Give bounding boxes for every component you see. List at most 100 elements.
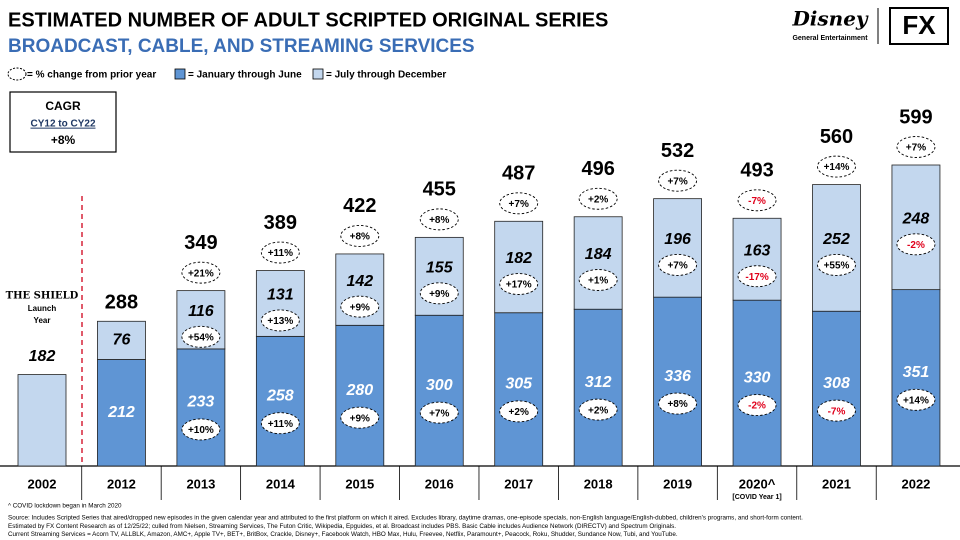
- change-bubble: [260, 241, 300, 264]
- chart-subtitle: BROADCAST, CABLE, AND STREAMING SERVICES: [8, 36, 475, 57]
- change-bubble: [419, 208, 459, 231]
- segment-label: 196: [664, 231, 691, 248]
- cagr-period: CY12 to CY22: [30, 119, 95, 130]
- change-bubble: [658, 392, 698, 415]
- annotation-line: Launch: [28, 304, 57, 313]
- change-bubble: [181, 261, 221, 284]
- change-label: +8%: [429, 215, 449, 226]
- change-label: +54%: [188, 332, 214, 343]
- change-bubble: [340, 224, 380, 247]
- change-label: +9%: [350, 302, 370, 313]
- x-tick-note: [COVID Year 1]: [732, 494, 781, 501]
- bar-segment: [97, 320, 146, 360]
- legend-change-icon: [7, 67, 27, 81]
- change-label: -2%: [748, 401, 766, 412]
- x-tick-label: 2018: [584, 476, 613, 491]
- segment-label: 155: [426, 260, 454, 277]
- segment-label: 300: [426, 377, 453, 394]
- change-bubble: [578, 398, 618, 421]
- change-label: -2%: [907, 240, 925, 251]
- total-label: 532: [661, 140, 694, 162]
- change-bubble: [896, 136, 936, 158]
- change-label: +55%: [824, 261, 850, 272]
- disney-logo: Disney: [791, 7, 868, 31]
- segment-label: 280: [345, 382, 373, 399]
- x-tick-label: 2014: [266, 476, 296, 491]
- segment-label: 212: [107, 404, 135, 421]
- footnote: ^ COVID lockdown began in March 2020: [8, 503, 122, 510]
- change-bubble: [737, 265, 777, 288]
- change-bubble: [578, 269, 618, 291]
- x-tick-label: 2019: [663, 476, 692, 491]
- change-bubble: [419, 401, 459, 424]
- change-bubble: [737, 394, 777, 417]
- footnote: Current Streaming Services = Acorn TV, A…: [8, 531, 678, 538]
- segment-label: 248: [902, 211, 930, 228]
- segment-label: 163: [744, 242, 771, 259]
- segment-label: 142: [346, 273, 373, 290]
- bar-segment: [414, 314, 464, 467]
- segment-label: 182: [505, 250, 532, 267]
- segment-label: 330: [744, 369, 771, 386]
- total-label: 389: [264, 212, 297, 234]
- legend-label: = July through December: [326, 70, 446, 81]
- change-bubble: [817, 399, 856, 422]
- change-bubble: [419, 282, 459, 305]
- disney-sub: General Entertainment: [792, 35, 868, 42]
- total-label: 496: [581, 158, 614, 180]
- legend-swatch: [174, 68, 186, 80]
- change-label: +13%: [267, 316, 293, 327]
- cagr-frame: [9, 91, 117, 153]
- fx-logo: FX: [902, 10, 936, 40]
- segment-label: 312: [585, 374, 612, 391]
- change-label: +11%: [268, 248, 293, 259]
- change-bubble: [260, 412, 300, 435]
- fx-box: [889, 7, 949, 45]
- total-label: 487: [502, 163, 535, 185]
- x-tick-label: 2002: [28, 476, 57, 491]
- total-label: 560: [820, 126, 853, 148]
- change-label: -7%: [748, 196, 766, 207]
- legend-change-label: = % change from prior year: [27, 70, 156, 81]
- change-label: +11%: [268, 419, 293, 430]
- change-bubble: [499, 273, 539, 295]
- segment-label: 305: [505, 376, 533, 393]
- change-label: +17%: [506, 280, 532, 291]
- bar-segment: [573, 308, 623, 467]
- segment-label: 308: [823, 375, 850, 392]
- change-label: +1%: [588, 276, 608, 287]
- change-label: +9%: [429, 289, 449, 300]
- x-tick-label: 2020^: [739, 476, 776, 491]
- segment-label: 131: [267, 287, 294, 304]
- segment-label: 233: [187, 394, 215, 411]
- total-label: 349: [184, 232, 217, 254]
- x-tick-label: 2021: [822, 476, 851, 491]
- bar-segment: [812, 184, 861, 312]
- change-bubble: [499, 400, 539, 423]
- footnote: Source: Includes Scripted Series that ai…: [8, 515, 803, 522]
- chart-title: ESTIMATED NUMBER OF ADULT SCRIPTED ORIGI…: [8, 9, 608, 31]
- change-label: +7%: [906, 143, 926, 154]
- change-bubble: [896, 233, 936, 256]
- segment-label: 252: [822, 231, 850, 248]
- x-tick-label: 2016: [425, 476, 454, 491]
- segment-label: 184: [585, 246, 612, 263]
- bar-segment: [891, 164, 941, 291]
- change-label: +7%: [429, 408, 449, 419]
- change-label: -17%: [745, 272, 768, 283]
- total-label: 288: [105, 292, 138, 314]
- footnote: Estimated by FX Content Research as of 1…: [8, 523, 676, 530]
- total-label: 182: [29, 348, 56, 365]
- total-label: 455: [423, 179, 456, 201]
- change-label: +9%: [350, 413, 370, 424]
- bar-total: [17, 374, 67, 467]
- change-label: +14%: [903, 395, 929, 406]
- bar-segment: [255, 335, 305, 467]
- change-label: +10%: [188, 425, 214, 436]
- change-label: +2%: [588, 405, 608, 416]
- change-bubble: [578, 187, 618, 210]
- segment-label: 116: [188, 303, 214, 320]
- bar-segment: [653, 296, 702, 467]
- x-tick-label: 2012: [107, 476, 136, 491]
- bar-segment: [812, 310, 861, 467]
